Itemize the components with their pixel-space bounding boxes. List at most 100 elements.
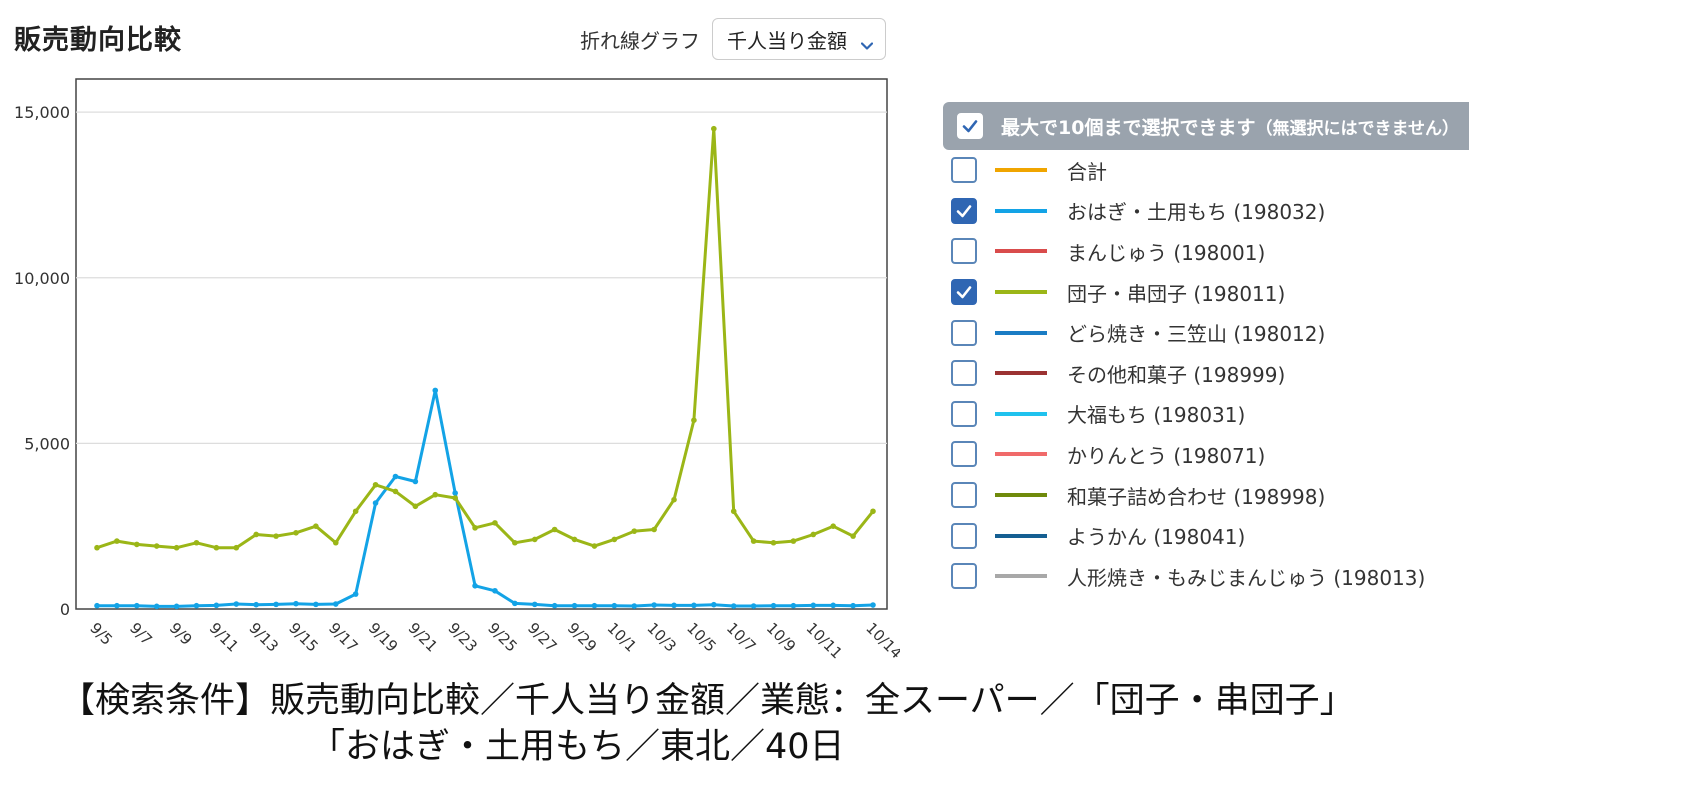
data-point	[750, 603, 757, 609]
data-point	[432, 491, 439, 498]
legend-item-label: まんじゅう (198001)	[1067, 240, 1266, 265]
legend-item[interactable]: ようかん (198041)	[943, 515, 1469, 556]
legend-checkbox[interactable]	[951, 400, 977, 427]
y-tick-label: 10,000	[14, 269, 70, 288]
x-tick-label: 9/9	[166, 619, 196, 649]
data-point	[750, 538, 757, 544]
legend-swatch	[995, 493, 1047, 498]
data-point	[631, 603, 638, 609]
toolbar: 折れ線グラフ 千人当り金額	[580, 18, 886, 60]
legend-item[interactable]: 和菓子詰め合わせ (198998)	[943, 475, 1469, 516]
legend-item[interactable]: 団子・串団子 (198011)	[943, 272, 1469, 313]
data-point	[492, 520, 498, 526]
legend-checkbox[interactable]	[951, 197, 977, 224]
data-point	[810, 602, 817, 609]
data-point	[213, 544, 220, 551]
x-tick-label: 9/7	[126, 619, 156, 649]
legend-swatch	[995, 330, 1047, 335]
x-tick-label: 9/29	[564, 619, 601, 656]
caption-line-2: 「おはぎ・土用もち／東北／40日	[310, 727, 845, 767]
x-tick-label: 9/17	[325, 619, 362, 656]
series-line	[96, 127, 875, 550]
legend-checkbox[interactable]	[951, 522, 977, 549]
x-tick-label: 9/19	[365, 619, 402, 656]
legend-item[interactable]: かりんとう (198071)	[943, 434, 1469, 475]
legend-checkbox[interactable]	[951, 238, 977, 265]
data-point	[114, 602, 120, 609]
legend-checkbox[interactable]	[951, 360, 977, 387]
data-point	[850, 602, 856, 609]
data-point	[611, 602, 618, 609]
data-point	[412, 503, 419, 510]
data-point	[273, 533, 279, 539]
data-point	[790, 602, 797, 609]
series-line	[97, 388, 874, 608]
legend-swatch	[995, 452, 1047, 457]
data-point	[352, 591, 359, 597]
data-point	[253, 531, 259, 538]
data-point	[392, 473, 399, 480]
data-point	[850, 533, 856, 539]
x-tick-label: 9/27	[524, 619, 561, 656]
x-tick-label: 10/11	[803, 619, 846, 662]
legend-item[interactable]: おはぎ・土用もち (198032)	[943, 191, 1469, 232]
y-tick-label: 5,000	[24, 434, 70, 453]
data-point	[253, 601, 259, 608]
data-point	[412, 478, 419, 485]
legend-checkbox[interactable]	[951, 563, 977, 590]
data-point	[571, 602, 578, 609]
legend-item[interactable]: まんじゅう (198001)	[943, 231, 1469, 272]
x-tick-label: 9/15	[285, 619, 322, 656]
data-point	[313, 601, 319, 608]
data-point	[332, 601, 339, 607]
legend-checkbox[interactable]	[951, 279, 977, 306]
data-point	[233, 544, 240, 551]
legend-checkbox[interactable]	[951, 157, 977, 184]
legend-header[interactable]: 最大で10個まで選択できます（無選択にはできません）	[943, 102, 1469, 150]
metric-select[interactable]: 千人当り金額	[712, 18, 886, 60]
data-point	[133, 541, 140, 548]
x-tick-label: 9/25	[484, 619, 521, 656]
data-point	[631, 528, 638, 534]
data-point	[472, 525, 478, 531]
x-tick-label: 9/23	[444, 619, 481, 656]
series-group	[94, 125, 876, 610]
legend-item-label: かりんとう (198071)	[1067, 443, 1266, 468]
legend-item[interactable]: 合計	[943, 150, 1469, 191]
data-point	[153, 543, 160, 549]
legend-swatch	[995, 208, 1047, 213]
x-tick-label: 9/21	[405, 619, 442, 656]
x-tick-label: 9/5	[86, 619, 116, 649]
page-title: 販売動向比較	[14, 25, 182, 56]
grid-lines	[76, 111, 887, 444]
data-point	[790, 538, 797, 544]
legend-checkbox[interactable]	[951, 482, 977, 509]
data-point	[392, 488, 399, 495]
legend-swatch	[995, 533, 1047, 538]
legend-item[interactable]: どら焼き・三笠山 (198012)	[943, 312, 1469, 353]
data-point	[193, 539, 200, 546]
data-point	[730, 603, 737, 609]
data-point	[372, 500, 379, 506]
legend-item[interactable]: 大福もち (198031)	[943, 394, 1469, 435]
data-point	[512, 539, 518, 546]
plot-frame	[75, 78, 888, 610]
x-tick-label: 10/1	[604, 619, 641, 656]
data-point	[551, 526, 558, 533]
legend-swatch	[995, 411, 1047, 416]
select-all-checkbox[interactable]	[957, 113, 983, 139]
x-tick-label: 10/7	[723, 619, 760, 656]
x-tick-label: 9/11	[206, 619, 243, 656]
legend-item[interactable]: その他和菓子 (198999)	[943, 353, 1469, 394]
data-point	[711, 125, 717, 132]
data-point	[531, 536, 538, 543]
data-point	[830, 523, 837, 529]
data-point	[332, 539, 339, 546]
legend-checkbox[interactable]	[951, 441, 977, 468]
legend-swatch	[995, 371, 1047, 376]
legend: 最大で10個まで選択できます（無選択にはできません） 合計 おはぎ・土用もち (1…	[943, 102, 1469, 597]
data-point	[651, 602, 657, 608]
legend-item[interactable]: 人形焼き・もみじまんじゅう (198013)	[943, 556, 1469, 597]
data-point	[173, 603, 180, 610]
legend-checkbox[interactable]	[951, 319, 977, 346]
